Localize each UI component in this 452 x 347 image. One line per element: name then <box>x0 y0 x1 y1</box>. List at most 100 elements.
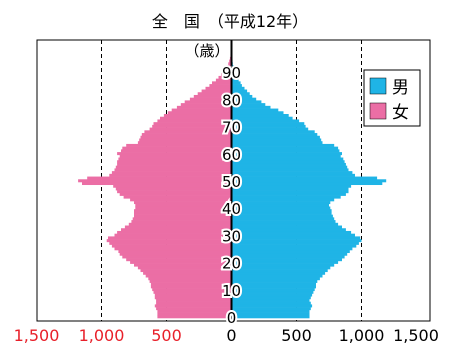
female-bar <box>114 233 232 237</box>
male-bar <box>231 116 293 120</box>
female-bar <box>156 307 232 311</box>
male-bar <box>231 258 342 262</box>
male-bar <box>231 171 353 175</box>
female-bar <box>118 250 232 254</box>
female-bar <box>119 154 232 158</box>
male-bar <box>231 298 310 302</box>
female-bar <box>143 271 232 275</box>
male-bar <box>231 274 323 278</box>
male-bar <box>231 290 314 294</box>
female-bar <box>184 100 232 104</box>
male-bar <box>231 149 340 153</box>
female-bar <box>157 312 232 316</box>
age-tick-labels: 0 10 20 30 40 50 60 70 80 90 <box>220 62 243 329</box>
female-bar <box>111 244 232 248</box>
female-bar <box>134 211 232 215</box>
female-bar <box>128 222 232 226</box>
male-bar <box>231 250 350 254</box>
male-bar <box>231 157 344 161</box>
male-bar <box>231 309 310 313</box>
female-bar <box>193 94 232 98</box>
male-bar <box>231 255 345 259</box>
male-bar <box>231 122 305 126</box>
female-bar <box>154 304 232 308</box>
female-bar <box>154 293 232 297</box>
male-bar <box>231 222 339 226</box>
legend-female-swatch <box>369 102 387 120</box>
female-bar <box>152 288 232 292</box>
female-bar <box>176 105 232 109</box>
male-bar <box>231 225 342 229</box>
male-bar <box>231 143 335 147</box>
female-bar <box>121 149 232 153</box>
male-bar <box>231 190 349 194</box>
age-tick-label: 30 <box>222 227 241 245</box>
x-tick-label: 500 <box>151 326 182 345</box>
female-bar <box>130 260 232 264</box>
male-bar <box>231 86 245 90</box>
chart-title: 全 国 （平成12年） <box>152 12 308 31</box>
male-bar <box>231 211 332 215</box>
female-bar <box>131 220 232 224</box>
male-bar <box>231 146 339 150</box>
female-bar <box>109 173 232 177</box>
age-tick-label: 80 <box>222 91 241 109</box>
x-tick-label: 500 <box>281 326 312 345</box>
male-bar <box>231 187 349 191</box>
x-tick-label: 1,500 <box>393 326 439 345</box>
female-bar <box>117 190 232 194</box>
female-bar <box>225 67 232 71</box>
male-bar <box>231 130 315 134</box>
male-bar <box>231 209 332 213</box>
plot-frame <box>36 39 431 322</box>
age-tick-label: 60 <box>222 146 241 164</box>
male-bar <box>231 94 253 98</box>
female-bar <box>126 258 232 262</box>
male-bar <box>231 124 306 128</box>
legend-male-label: 男 <box>392 78 409 98</box>
female-bar <box>134 201 232 205</box>
male-bar <box>231 277 320 281</box>
female-bar <box>137 266 232 270</box>
male-bar <box>231 304 313 308</box>
male-bar <box>231 176 378 180</box>
male-bar <box>231 138 322 142</box>
female-bar <box>167 111 232 115</box>
female-bar <box>117 160 232 164</box>
male-bar <box>231 192 346 196</box>
male-bar <box>231 228 346 232</box>
female-bar <box>132 217 232 221</box>
female-bar <box>149 279 232 283</box>
female-bar <box>78 179 232 183</box>
male-bar <box>231 160 345 164</box>
female-bar <box>140 269 232 273</box>
male-bar <box>231 84 242 88</box>
male-bar <box>231 78 239 82</box>
male-bar <box>231 100 262 104</box>
female-bar <box>119 252 232 256</box>
female-bar <box>82 182 232 186</box>
female-bar <box>118 157 232 161</box>
female-bar <box>156 298 232 302</box>
male-bar <box>231 135 320 139</box>
male-bar <box>231 315 310 319</box>
male-bar <box>231 165 348 169</box>
male-bar <box>231 296 311 300</box>
age-tick-label: 50 <box>222 173 241 191</box>
legend-male-swatch <box>369 77 387 95</box>
female-bar <box>135 203 232 207</box>
male-bar <box>231 73 237 77</box>
female-bar <box>163 114 232 118</box>
female-bar <box>123 195 232 199</box>
male-bar <box>231 263 335 267</box>
male-bar <box>231 247 353 251</box>
female-bar <box>145 274 232 278</box>
female-bar <box>87 176 232 180</box>
male-bar <box>231 269 328 273</box>
male-bar <box>231 241 359 245</box>
male-bar <box>231 266 331 270</box>
female-bar <box>223 70 232 74</box>
female-bar <box>156 301 232 305</box>
male-bar <box>231 206 331 210</box>
male-bar <box>231 198 335 202</box>
